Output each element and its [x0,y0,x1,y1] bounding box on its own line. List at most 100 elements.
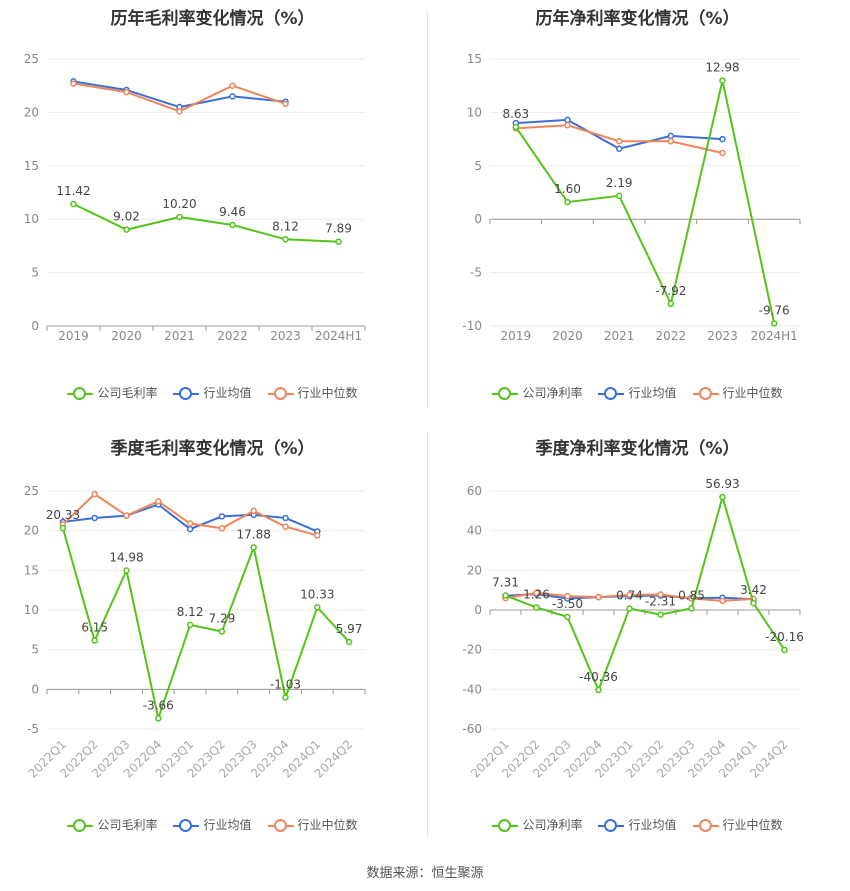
data-point [719,597,726,605]
data-point [123,567,130,574]
data-label: -7.92 [655,284,686,298]
data-point [218,628,226,635]
data-point [229,82,236,89]
chart-legend[interactable]: 公司净利率 行业均值 行业中位数 [425,384,850,401]
data-label: 7.31 [492,576,519,590]
legend-item[interactable]: 行业均值 [598,384,677,401]
chart-legend[interactable]: 公司毛利率 行业均值 行业中位数 [0,816,425,833]
y-tick-label: -10 [462,319,482,333]
data-point [781,646,788,654]
x-tick-label: 2021 [604,329,635,343]
data-label: 14.98 [109,550,143,564]
series-line [61,527,350,723]
y-tick-label: 20 [467,563,482,577]
data-label: 11.42 [56,184,90,198]
chart-legend[interactable]: 公司净利率 行业均值 行业中位数 [425,816,850,833]
legend-swatch [598,386,625,400]
legend-swatch [692,818,719,832]
vertical-divider-top [427,10,428,408]
chart-annual-net-margin: 历年净利率变化情况（%） -10 -5 0 5 10 15 2019 2020 2021 2022… [425,0,850,410]
data-point [657,591,664,598]
data-label: 12.98 [705,61,739,75]
data-label: 10.20 [162,197,196,211]
chart-annual-gross-margin: 历年毛利率变化情况（%） 0 5 10 15 20 25 2019 2020 2021 2022 2… [0,0,425,410]
data-point [186,520,194,527]
data-point [564,613,571,621]
data-label: 1.26 [523,588,550,602]
legend-item[interactable]: 公司净利率 [492,384,582,401]
chart-plot: -10 -5 0 5 10 15 2019 2020 2021 2022 2023 2024H1 8.6… [462,52,801,343]
data-point [70,80,77,87]
legend-label: 行业均值 [628,818,677,832]
data-point [186,525,194,533]
data-label: -2.31 [645,595,676,609]
y-tick-label: 25 [24,484,39,498]
data-point [770,320,778,327]
y-tick-label: -5 [27,722,39,736]
data-label: 5.97 [336,622,363,636]
data-point [282,100,289,108]
data-point [314,532,321,539]
legend-label: 行业均值 [203,386,252,400]
x-tick-label: 2022 [656,329,687,343]
x-tick-label: 2020 [111,329,142,343]
legend-label: 行业中位数 [297,386,358,400]
data-point [719,149,726,157]
data-label: 9.02 [113,210,140,224]
data-point [533,604,540,611]
data-point [335,238,342,245]
y-tick-label: 10 [467,105,482,119]
x-tick-label: 2021 [164,329,195,343]
legend-item[interactable]: 行业中位数 [692,384,783,401]
chart-plot: -505101520252022Q12022Q22022Q32022Q42023… [24,484,366,781]
data-point [282,514,289,522]
y-tick-label: 60 [467,484,482,498]
y-tick-label: -60 [462,722,482,736]
legend-label: 公司毛利率 [97,818,158,832]
chart-title: 历年净利率变化情况（%） [535,9,740,29]
series-line [515,80,776,324]
legend-swatch [267,818,294,832]
data-point [176,108,183,115]
legend-item[interactable]: 行业中位数 [692,816,783,833]
y-tick-label: 40 [467,524,482,538]
data-point [667,132,675,140]
data-point [719,135,726,143]
data-point [502,592,509,599]
y-tick-label: 10 [24,212,39,226]
legend-item[interactable]: 公司毛利率 [67,384,157,401]
data-point [155,498,162,505]
y-tick-label: 0 [474,603,482,617]
y-tick-label: 20 [24,105,39,119]
data-point [667,137,675,145]
legend-item[interactable]: 行业中位数 [267,384,358,401]
legend-item[interactable]: 行业均值 [173,816,252,833]
data-label: -3.66 [143,698,174,712]
chart-quarterly-net-margin: 季度净利率变化情况（%） -60 -40 -20 0 20 40 60 2022Q1 2022Q… [425,430,850,850]
x-tick-label: 2019 [501,329,532,343]
legend-item[interactable]: 行业中位数 [267,816,358,833]
data-label: 0.74 [616,589,643,603]
legend-item[interactable]: 行业均值 [173,384,252,401]
data-label: 8.63 [502,107,529,121]
data-point [688,605,695,612]
chart-title: 历年毛利率变化情况（%） [110,9,315,29]
vertical-divider-bottom [427,432,428,837]
data-label: 20.33 [46,508,80,522]
legend-item[interactable]: 公司毛利率 [67,816,157,833]
data-point [345,638,353,646]
x-tick-label: 2020 [552,329,583,343]
chart-legend[interactable]: 公司毛利率 行业均值 行业中位数 [0,384,425,401]
legend-swatch [267,386,294,400]
data-point [218,525,226,532]
data-source-note: 数据来源：恒生聚源 [366,866,484,881]
data-point [70,200,77,208]
legend-label: 行业中位数 [722,386,783,400]
data-point [615,145,623,152]
data-point [229,93,236,100]
data-label: 7.29 [209,611,236,625]
legend-item[interactable]: 行业均值 [598,816,677,833]
data-point [250,507,257,515]
legend-item[interactable]: 公司净利率 [492,816,582,833]
data-label: 9.46 [219,205,246,219]
